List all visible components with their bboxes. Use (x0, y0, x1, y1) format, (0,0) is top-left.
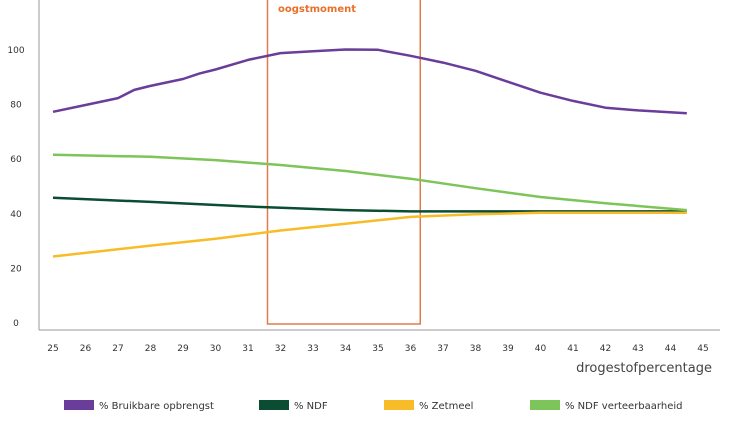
y-tick-label: 60 (10, 155, 22, 165)
x-tick-label: 29 (177, 344, 189, 354)
x-tick-label: 30 (210, 344, 222, 354)
x-tick-label: 31 (242, 344, 253, 354)
x-tick-label: 42 (600, 344, 611, 354)
x-axis-label: drogestofpercentage (576, 361, 712, 376)
legend-swatch-0 (64, 400, 94, 410)
legend-label-1: % NDF (294, 401, 328, 412)
x-tick-label: 38 (470, 344, 482, 354)
legend-swatch-2 (384, 400, 414, 410)
legend-label-2: % Zetmeel (419, 401, 473, 412)
x-tick-label: 25 (47, 344, 58, 354)
x-tick-label: 26 (80, 344, 92, 354)
x-tick-label: 33 (307, 344, 318, 354)
y-tick-label: 0 (13, 319, 19, 329)
x-tick-label: 27 (112, 344, 123, 354)
x-tick-label: 34 (340, 344, 352, 354)
y-tick-label: 80 (10, 101, 22, 111)
x-tick-label: 35 (372, 344, 383, 354)
y-tick-label: 20 (10, 264, 22, 274)
x-tick-label: 28 (145, 344, 157, 354)
legend-label-3: % NDF verteerbaarheid (565, 401, 682, 412)
y-tick-label: 100 (7, 46, 24, 56)
annotation-label: oogstmoment (278, 4, 356, 15)
x-tick-label: 43 (632, 344, 643, 354)
x-tick-label: 41 (567, 344, 578, 354)
legend-swatch-1 (259, 400, 289, 410)
x-tick-label: 40 (535, 344, 547, 354)
series-line-3 (52, 153, 687, 212)
series-line-0 (52, 48, 687, 115)
series-line-1 (52, 196, 687, 213)
legend-swatch-3 (530, 400, 560, 410)
highlight-box (266, 0, 421, 325)
x-tick-label: 36 (405, 344, 417, 354)
y-tick-label: 40 (10, 210, 22, 220)
x-tick-label: 32 (275, 344, 286, 354)
x-tick-label: 45 (697, 344, 708, 354)
legend-label-0: % Bruikbare opbrengst (99, 401, 214, 412)
x-tick-label: 44 (665, 344, 677, 354)
series-line-2 (52, 211, 687, 258)
x-tick-label: 39 (502, 344, 514, 354)
x-tick-label: 37 (437, 344, 448, 354)
